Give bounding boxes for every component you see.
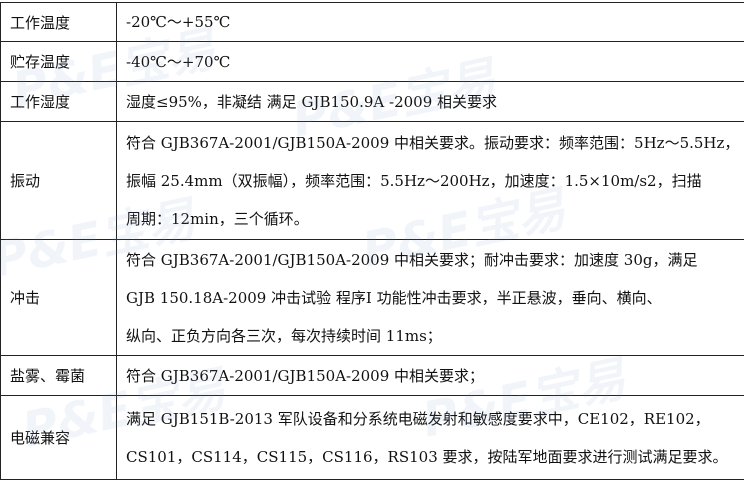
value-line: 满足 GJB151B-2013 军队设备和分系统电磁发射和敏感度要求中，CE10… [126, 400, 744, 438]
value-line: -20℃～+55℃ [126, 3, 744, 41]
table-row: 冲击 符合 GJB367A-2001/GJB150A-2009 中相关要求；耐冲… [1, 240, 744, 356]
value-line: 周期：12min，三个循环。 [126, 200, 744, 238]
row-value: -20℃～+55℃ [117, 3, 744, 42]
row-label: 电磁兼容 [1, 396, 117, 480]
row-value: -40℃～+70℃ [117, 42, 744, 82]
row-label: 振动 [1, 122, 117, 240]
table-row: 电磁兼容 满足 GJB151B-2013 军队设备和分系统电磁发射和敏感度要求中… [1, 396, 744, 480]
table-row: 工作湿度 湿度≤95%，非凝结 满足 GJB150.9A -2009 相关要求 [1, 82, 744, 122]
row-label: 工作湿度 [1, 82, 117, 122]
value-line: 纵向、正负方向各三次，每次持续时间 11ms； [126, 317, 744, 355]
row-label: 工作温度 [1, 3, 117, 42]
table-row: 振动 符合 GJB367A-2001/GJB150A-2009 中相关要求。振动… [1, 122, 744, 240]
table-row: 盐雾、霉菌 符合 GJB367A-2001/GJB150A-2009 中相关要求… [1, 356, 744, 396]
value-line: 符合 GJB367A-2001/GJB150A-2009 中相关要求；耐冲击要求… [126, 241, 744, 279]
value-line: CS101，CS114，CS115，CS116，RS103 要求，按陆军地面要求… [126, 438, 744, 476]
row-value: 符合 GJB367A-2001/GJB150A-2009 中相关要求。振动要求：… [117, 122, 744, 240]
table-row: 贮存温度 -40℃～+70℃ [1, 42, 744, 82]
value-line: 振幅 25.4mm（双振幅），频率范围：5.5Hz～200Hz，加速度：1.5×… [126, 162, 744, 200]
value-line: -40℃～+70℃ [126, 43, 744, 81]
row-label: 冲击 [1, 240, 117, 356]
value-line: 符合 GJB367A-2001/GJB150A-2009 中相关要求。振动要求：… [126, 124, 744, 162]
row-label: 贮存温度 [1, 42, 117, 82]
table-row: 工作温度 -20℃～+55℃ [1, 3, 744, 42]
row-value: 湿度≤95%，非凝结 满足 GJB150.9A -2009 相关要求 [117, 82, 744, 122]
row-value: 满足 GJB151B-2013 军队设备和分系统电磁发射和敏感度要求中，CE10… [117, 396, 744, 480]
row-label: 盐雾、霉菌 [1, 356, 117, 396]
value-line: 湿度≤95%，非凝结 满足 GJB150.9A -2009 相关要求 [126, 83, 744, 121]
value-line: 符合 GJB367A-2001/GJB150A-2009 中相关要求； [126, 357, 744, 395]
row-value: 符合 GJB367A-2001/GJB150A-2009 中相关要求；耐冲击要求… [117, 240, 744, 356]
row-value: 符合 GJB367A-2001/GJB150A-2009 中相关要求； [117, 356, 744, 396]
value-line: GJB 150.18A-2009 冲击试验 程序Ⅰ 功能性冲击要求，半正悬波，垂… [126, 279, 744, 317]
